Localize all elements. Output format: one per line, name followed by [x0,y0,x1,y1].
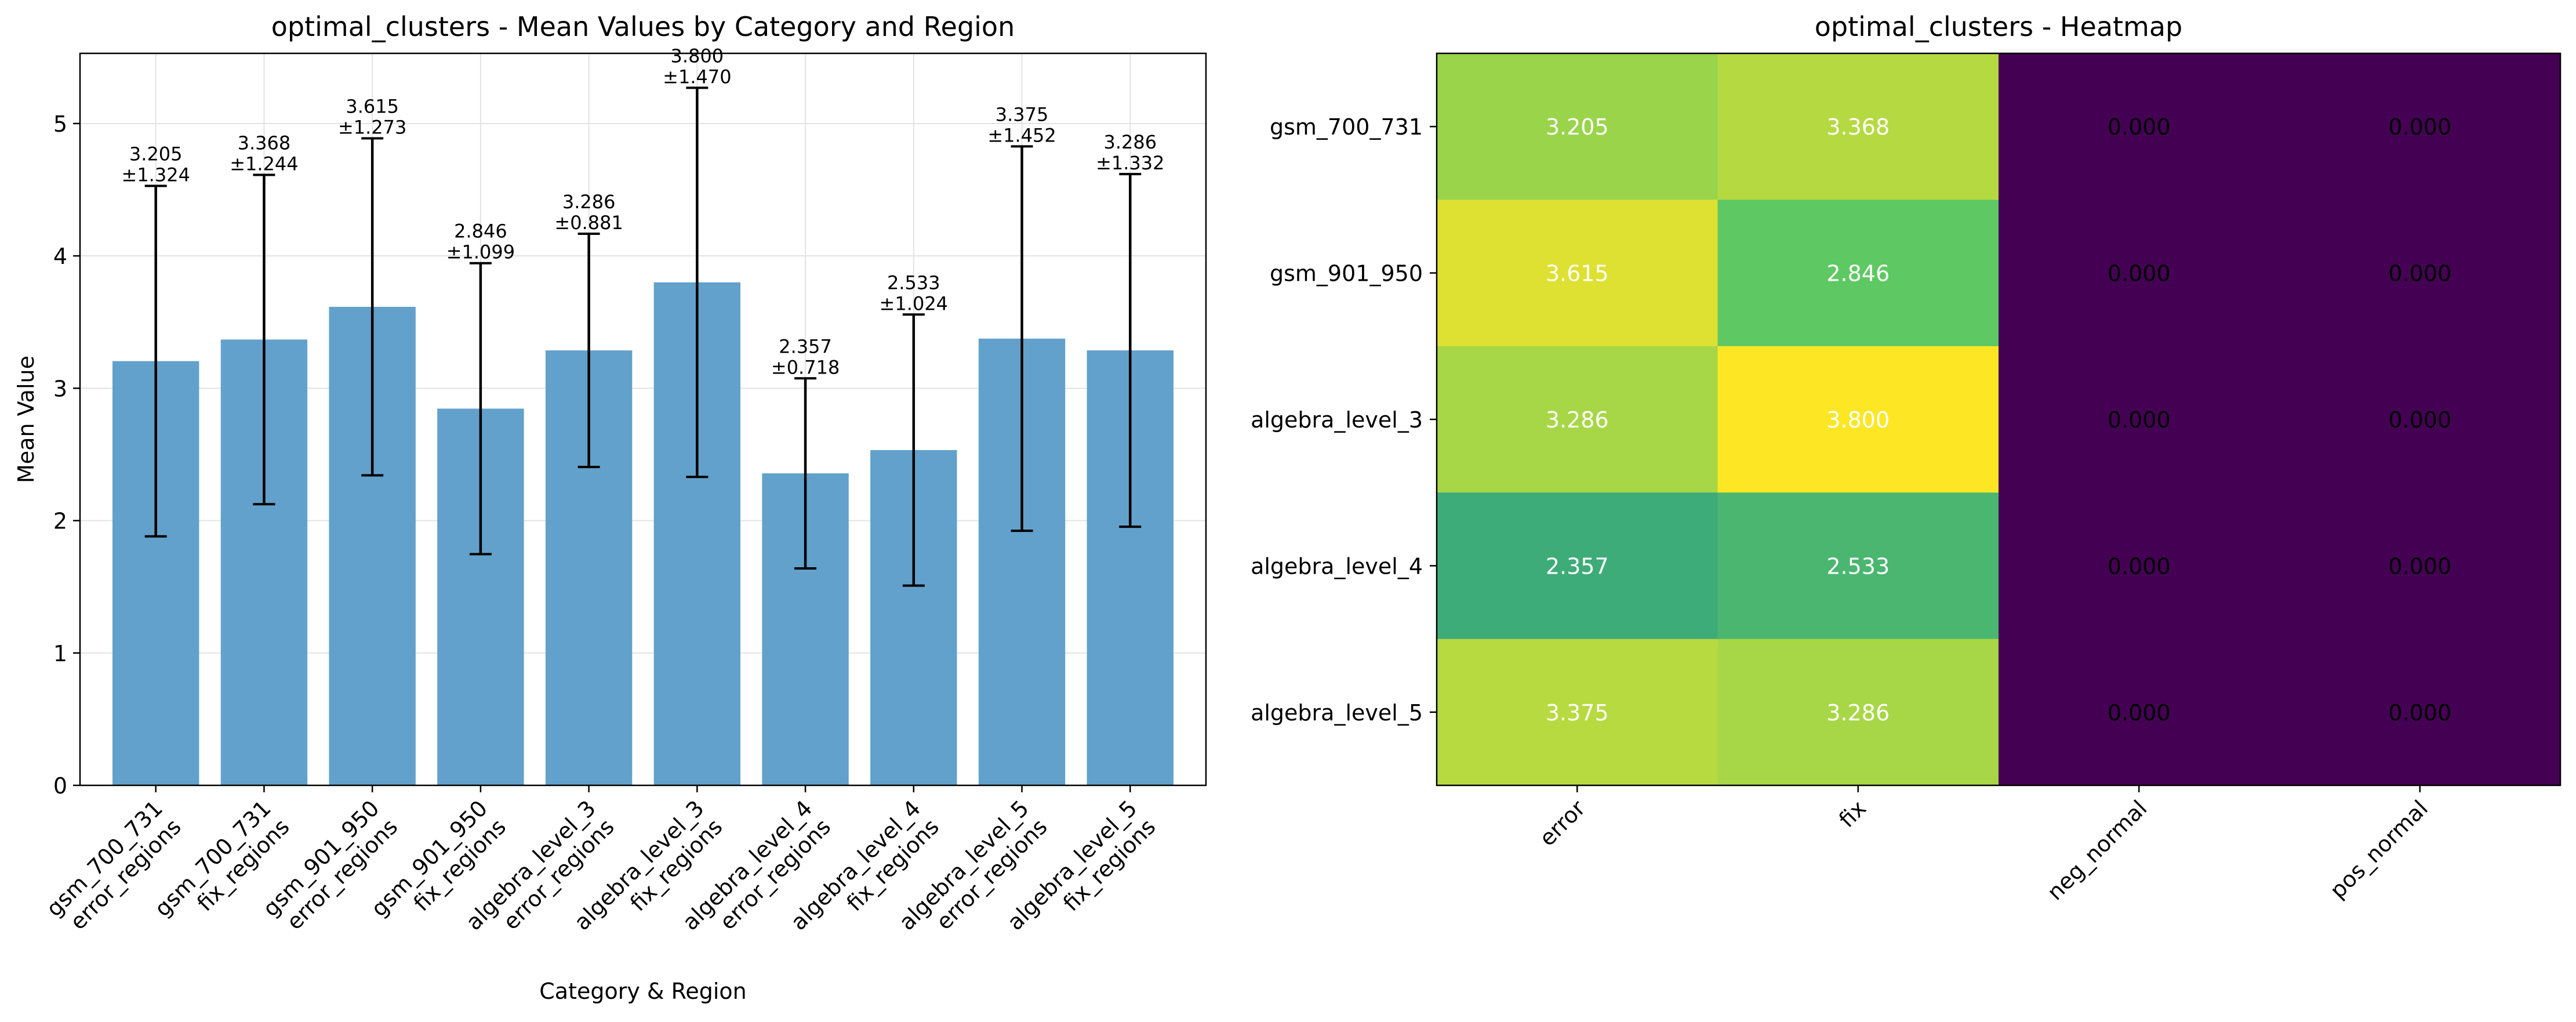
heatmap-cell-label: 3.205 [1546,114,1609,140]
heatmap-cell [2279,200,2561,347]
heatmap-cell-label: 0.000 [2388,114,2451,140]
heatmap-row-label: algebra_level_5 [1251,700,1423,726]
heatmap-cell-label: 2.533 [1826,553,1890,579]
bar-chart-panel: optimal_clusters - Mean Values by Catego… [13,11,1207,1004]
bar-chart-value-label: 3.286 [1103,131,1157,153]
heatmap-cell [1999,346,2280,493]
bar-chart-error-label: ±1.244 [230,153,298,175]
heatmap-cell [2279,53,2561,200]
heatmap-cell-label: 3.800 [1826,407,1890,433]
bar-chart-value-label: 3.615 [346,96,399,118]
heatmap-cell [1717,346,1999,493]
bar-chart-error-label: ±0.881 [554,212,623,234]
bar-chart-value-label: 2.357 [779,335,832,357]
bar-chart-error-label: ±1.024 [880,292,948,314]
heatmap-cell-label: 0.000 [2388,261,2451,287]
bar-chart-y-tick-label: 5 [53,111,67,137]
bar-chart-error-label: ±1.332 [1096,152,1164,174]
heatmap-row-label: algebra_level_3 [1251,407,1423,433]
heatmap-cell [1717,492,1999,640]
heatmap-cell-label: 0.000 [2108,114,2171,140]
heatmap-cell-label: 0.000 [2108,407,2171,433]
bar-chart-error-label: ±1.452 [987,124,1056,146]
bar-chart-value-label: 2.846 [454,220,507,242]
heatmap-cell [2279,639,2561,786]
heatmap-cell-label: 0.000 [2388,407,2451,433]
bar-chart-value-label: 3.375 [995,103,1049,125]
bar-chart-error-label: ±0.718 [771,356,840,378]
heatmap-cell [2279,492,2561,640]
heatmap-cell-label: 0.000 [2108,261,2171,287]
heatmap-cell [1717,639,1999,786]
heatmap-row-label: gsm_901_950 [1270,261,1423,287]
heatmap-cell [1999,200,2280,347]
heatmap-row-label: algebra_level_4 [1251,553,1423,579]
heatmap-cell [1717,200,1999,347]
bar-chart-axes-frame [79,52,1207,787]
heatmap-row-label: gsm_700_731 [1270,114,1423,140]
bar-chart-error-label: ±1.099 [446,241,515,263]
heatmap-cell [1437,200,1718,347]
heatmap-cell-label: 3.286 [1546,407,1609,433]
bar-chart-error-label: ±1.470 [663,66,731,88]
bar-chart-x-axis-label: Category & Region [539,978,746,1004]
bar-chart-y-tick-label: 4 [53,244,67,269]
bar-chart-x-ticks: gsm_700_731error_regionsgsm_700_731fix_r… [41,785,1160,935]
bar-chart-value-label: 2.533 [887,271,940,293]
bar-chart-value-labels: 3.205±1.3243.368±1.2443.615±1.2732.846±1… [122,45,1165,378]
heatmap-cell-label: 2.846 [1826,261,1890,287]
heatmap-cell [1717,53,1999,200]
heatmap-cell-label: 0.000 [2388,553,2451,579]
heatmap-cell [2279,346,2561,493]
heatmap-title: optimal_clusters - Heatmap [1815,11,2183,42]
bar-chart-y-tick-label: 1 [53,641,67,666]
bar-chart-bars [112,282,1173,786]
heatmap-cell-label: 3.368 [1826,114,1890,140]
bar-chart-y-tick-label: 3 [53,376,67,401]
heatmap-cell-label: 0.000 [2108,700,2171,726]
heatmap-cell [1437,346,1718,493]
heatmap-cell [1999,492,2280,640]
bar-chart-value-label: 3.368 [238,132,291,154]
heatmap-cell-label: 0.000 [2388,700,2451,726]
bar-chart-error-label: ±1.324 [122,164,190,186]
bar-chart-value-label: 3.286 [562,191,616,213]
bar-chart-y-axis-label: Mean Value [13,356,39,483]
heatmap-row-ticks: gsm_700_731 gsm_901_950 algebra_level_3alg… [1251,114,1437,726]
bar-chart-y-ticks: 0 1 2 3 4 5 [53,111,80,799]
heatmap-panel: optimal_clusters - Heatmap 3.205 3.368 0.0… [1251,11,2562,905]
heatmap-cell [1437,492,1718,640]
heatmap-cell-label: 3.375 [1546,700,1609,726]
heatmap-cell-label: 3.286 [1826,700,1890,726]
heatmap-cell-label: 2.357 [1546,553,1609,579]
bar-chart-value-label: 3.205 [129,143,183,165]
bar-chart-title: optimal_clusters - Mean Values by Catego… [271,11,1015,42]
heatmap-cell [1999,639,2280,786]
heatmap-cell [1437,639,1718,786]
heatmap-cell [1437,53,1718,200]
heatmap-cell-labels: 3.205 3.368 0.000 0.000 3.615 2.846 0.000 0.000… [1546,114,2451,726]
heatmap-cell-label: 0.000 [2108,553,2171,579]
heatmap-cells [1437,53,2561,786]
bar-chart-value-label: 3.800 [671,45,724,67]
heatmap-cell [1999,53,2280,200]
heatmap-axes-frame [1436,52,2562,787]
bar-chart-y-tick-label: 2 [53,509,67,534]
bar-chart-error-label: ±1.273 [338,117,406,139]
bar-chart-y-tick-label: 0 [53,773,67,799]
heatmap-cell-label: 3.615 [1546,261,1609,287]
bar-chart-error-bars [144,86,1142,587]
